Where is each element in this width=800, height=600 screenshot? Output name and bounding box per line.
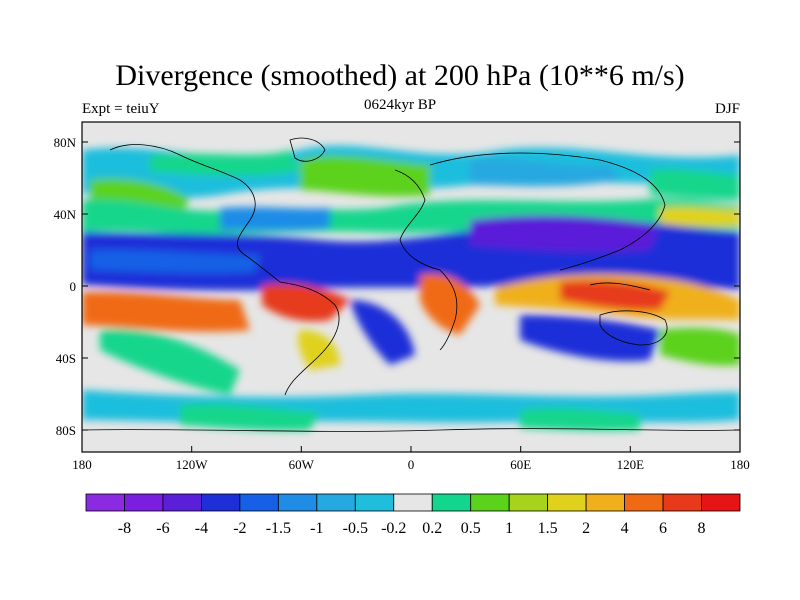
lon-tick-label: 180 xyxy=(730,457,750,472)
colorbar-swatch xyxy=(662,493,702,512)
lat-tick-label: 80S xyxy=(56,423,76,438)
season-label: DJF xyxy=(714,101,740,117)
colorbar-tick-label: -0.2 xyxy=(381,520,406,537)
colorbar-swatch xyxy=(85,493,125,512)
colorbar-swatch xyxy=(508,493,549,512)
colorbar-tick-label: 6 xyxy=(659,520,667,537)
colorbar-tick-label: 8 xyxy=(698,520,706,537)
colorbar-tick-label: 4 xyxy=(621,520,629,537)
colorbar-tick-label: -4 xyxy=(195,520,208,537)
chart-title: Divergence (smoothed) at 200 hPa (10**6 … xyxy=(115,59,685,92)
lon-tick-label: 180 xyxy=(72,457,92,472)
colorbar-swatch xyxy=(354,493,395,512)
colorbar-swatch xyxy=(239,493,279,512)
colorbar xyxy=(85,493,741,512)
lat-tick-label: 0 xyxy=(70,279,77,294)
colorbar-swatch xyxy=(124,493,164,512)
colorbar-swatch xyxy=(431,493,472,512)
colorbar-tick-label: -1.5 xyxy=(266,520,291,537)
colorbar-tick-label: -1 xyxy=(310,520,323,537)
colorbar-tick-label: -6 xyxy=(156,520,169,537)
colorbar-tick-label: 0.2 xyxy=(422,520,442,537)
colorbar-swatch xyxy=(624,493,664,512)
lat-tick-label: 40N xyxy=(54,207,77,222)
colorbar-swatch xyxy=(470,493,510,512)
colorbar-tick-label: -2 xyxy=(233,520,246,537)
lon-tick-label: 120E xyxy=(617,457,645,472)
lon-tick-label: 60W xyxy=(289,457,315,472)
coastlines xyxy=(82,137,740,432)
lat-axis xyxy=(82,141,740,431)
colorbar-tick-label: 2 xyxy=(582,520,590,537)
colorbar-swatch xyxy=(201,493,241,512)
lon-tick-label: 0 xyxy=(408,457,415,472)
colorbar-tick-label: 1 xyxy=(505,520,513,537)
lon-tick-label: 60E xyxy=(510,457,531,472)
colorbar-swatch xyxy=(162,493,202,512)
colorbar-swatch xyxy=(585,493,625,512)
colorbar-swatch xyxy=(393,493,433,512)
colorbar-tick-label: -8 xyxy=(118,520,131,537)
lat-tick-label: 40S xyxy=(56,351,76,366)
contour-field xyxy=(82,122,740,452)
colorbar-swatch xyxy=(547,493,587,512)
colorbar-swatch xyxy=(701,493,741,512)
colorbar-tick-label: 0.5 xyxy=(461,520,481,537)
lon-axis xyxy=(81,446,741,452)
colorbar-tick-label: -0.5 xyxy=(343,520,368,537)
colorbar-swatch xyxy=(277,493,318,512)
lat-tick-label: 80N xyxy=(54,135,77,150)
period-label: 0624kyr BP xyxy=(363,97,437,113)
colorbar-tick-label: 1.5 xyxy=(538,520,558,537)
colorbar-swatch xyxy=(316,493,356,512)
lon-tick-label: 120W xyxy=(176,457,209,472)
experiment-label: Expt = teiuY xyxy=(82,101,160,117)
colorbar-labels: -8 -6 -4 -2 -1.5 -1 -0.5 -0.2 0.2 0.5 1 1.5 2 4 6 8 xyxy=(118,520,706,537)
